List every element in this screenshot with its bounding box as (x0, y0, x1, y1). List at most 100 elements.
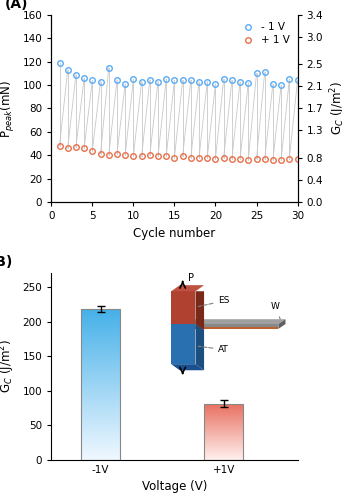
Bar (81, 434, 120, 435)
+ 1 V (295, 156, 300, 162)
+ 1 V (205, 154, 209, 160)
Bar (81, 449, 120, 450)
+ 1 V (107, 152, 111, 158)
Bar (81, 324, 120, 325)
- 1 V (279, 82, 283, 88)
Bar (81, 430, 120, 431)
Bar (81, 398, 120, 400)
Bar (81, 404, 120, 405)
Bar (81, 394, 120, 395)
Bar (81, 321, 120, 322)
Bar (81, 312, 120, 313)
+ 1 V (164, 154, 168, 160)
+ 1 V (115, 151, 119, 157)
Bar (81, 380, 120, 381)
- 1 V (238, 78, 242, 84)
Bar (81, 436, 120, 437)
Bar (81, 456, 120, 457)
Bar (81, 351, 120, 352)
Bar (81, 411, 120, 412)
- 1 V (271, 81, 275, 87)
Bar (81, 441, 120, 442)
Bar (81, 334, 120, 335)
Bar (81, 326, 120, 328)
+ 1 V (263, 156, 267, 162)
Bar (81, 343, 120, 344)
Bar (81, 319, 120, 320)
- 1 V (254, 70, 259, 76)
Bar (81, 346, 120, 347)
Bar (81, 458, 120, 459)
+ 1 V (181, 154, 185, 160)
Bar (81, 447, 120, 448)
Bar (81, 330, 120, 331)
Bar (81, 375, 120, 376)
+ 1 V (172, 154, 176, 160)
+ 1 V (66, 145, 70, 151)
Bar (81, 418, 120, 420)
+ 1 V (222, 154, 226, 160)
+ 1 V (197, 154, 201, 160)
Bar (81, 341, 120, 342)
+ 1 V (189, 154, 193, 160)
Y-axis label: G$_C$ (J/m$^2$): G$_C$ (J/m$^2$) (0, 340, 17, 394)
- 1 V (107, 64, 111, 70)
Bar (81, 457, 120, 458)
- 1 V (172, 78, 176, 84)
Bar (81, 366, 120, 367)
Bar (81, 417, 120, 418)
Bar (81, 397, 120, 398)
Bar (81, 357, 120, 358)
Bar (81, 378, 120, 379)
Bar (81, 433, 120, 434)
Bar (81, 438, 120, 439)
Bar (81, 316, 120, 318)
Bar (81, 315, 120, 316)
Bar (81, 446, 120, 447)
- 1 V (295, 78, 300, 84)
Bar (81, 432, 120, 433)
Bar (81, 323, 120, 324)
Bar (81, 371, 120, 372)
+ 1 V (254, 156, 259, 162)
Bar (81, 401, 120, 402)
Bar (81, 340, 120, 341)
Bar (81, 359, 120, 360)
Y-axis label: P$_{peak}$(mN): P$_{peak}$(mN) (0, 80, 17, 138)
Bar (81, 420, 120, 421)
Bar (81, 421, 120, 422)
Bar (81, 450, 120, 451)
Bar (81, 422, 120, 423)
Bar (81, 427, 120, 428)
Bar (81, 415, 120, 416)
+ 1 V (238, 156, 242, 162)
Bar (81, 335, 120, 336)
Bar (81, 313, 120, 314)
Bar (81, 328, 120, 329)
- 1 V (90, 78, 94, 84)
Bar (81, 453, 120, 454)
Bar (81, 452, 120, 453)
Y-axis label: G$_C$ (J/m$^2$): G$_C$ (J/m$^2$) (329, 82, 342, 136)
- 1 V (123, 81, 127, 87)
Bar (81, 333, 120, 334)
Bar (81, 424, 120, 425)
Bar (81, 348, 120, 349)
+ 1 V (140, 154, 144, 160)
Bar (81, 368, 120, 369)
Bar (81, 347, 120, 348)
Bar (81, 381, 120, 382)
Bar (81, 443, 120, 444)
+ 1 V (213, 156, 218, 162)
- 1 V (197, 78, 201, 84)
Bar (81, 387, 120, 388)
Bar (81, 405, 120, 406)
Bar (81, 402, 120, 403)
X-axis label: Cycle number: Cycle number (133, 226, 215, 239)
+ 1 V (131, 154, 135, 160)
- 1 V (66, 67, 70, 73)
- 1 V (164, 76, 168, 82)
Bar (81, 391, 120, 392)
Bar (81, 425, 120, 426)
Bar (81, 365, 120, 366)
